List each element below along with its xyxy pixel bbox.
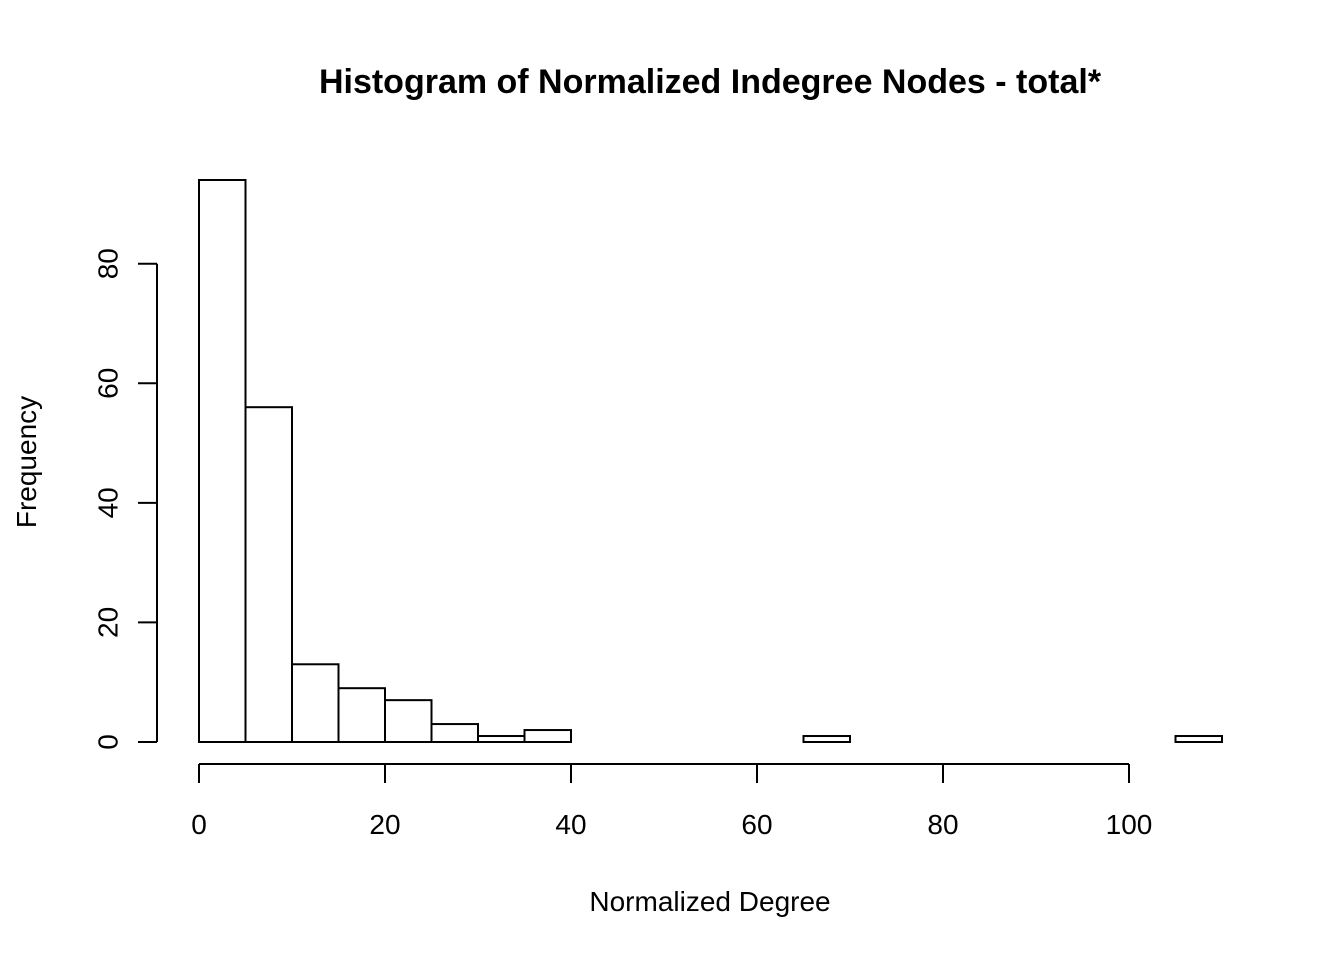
histogram-bar-6: [477, 735, 526, 744]
bars-group: [198, 179, 1223, 744]
histogram-bar-5: [430, 723, 479, 744]
y-tick-label-0: 0: [93, 734, 124, 750]
y-tick-label-1: 20: [93, 607, 124, 638]
histogram-bar-7: [523, 729, 572, 743]
x-tick-label-4: 80: [927, 809, 958, 840]
x-axis: 0 20 40 60 80 100: [191, 763, 1153, 840]
y-tick-label-3: 60: [93, 368, 124, 399]
histogram-bar-1: [244, 406, 293, 743]
histogram-bar-21: [1174, 735, 1223, 744]
x-tick-label-5: 100: [1106, 809, 1153, 840]
x-tick-label-3: 60: [741, 809, 772, 840]
histogram-bar-3: [337, 687, 386, 743]
chart-title: Histogram of Normalized Indegree Nodes -…: [319, 63, 1102, 101]
histogram-bar-4: [384, 699, 433, 743]
histogram-bar-2: [291, 663, 340, 744]
histogram-bar-0: [198, 179, 247, 743]
x-axis-label: Normalized Degree: [589, 886, 830, 917]
y-axis-label: Frequency: [11, 396, 42, 528]
y-tick-label-2: 40: [93, 487, 124, 518]
y-tick-label-4: 80: [93, 248, 124, 279]
x-tick-label-1: 20: [369, 809, 400, 840]
histogram-bar-13: [802, 735, 851, 744]
y-axis: 0 20 40 60 80: [93, 248, 158, 750]
x-tick-label-2: 40: [555, 809, 586, 840]
x-tick-label-0: 0: [191, 809, 207, 840]
